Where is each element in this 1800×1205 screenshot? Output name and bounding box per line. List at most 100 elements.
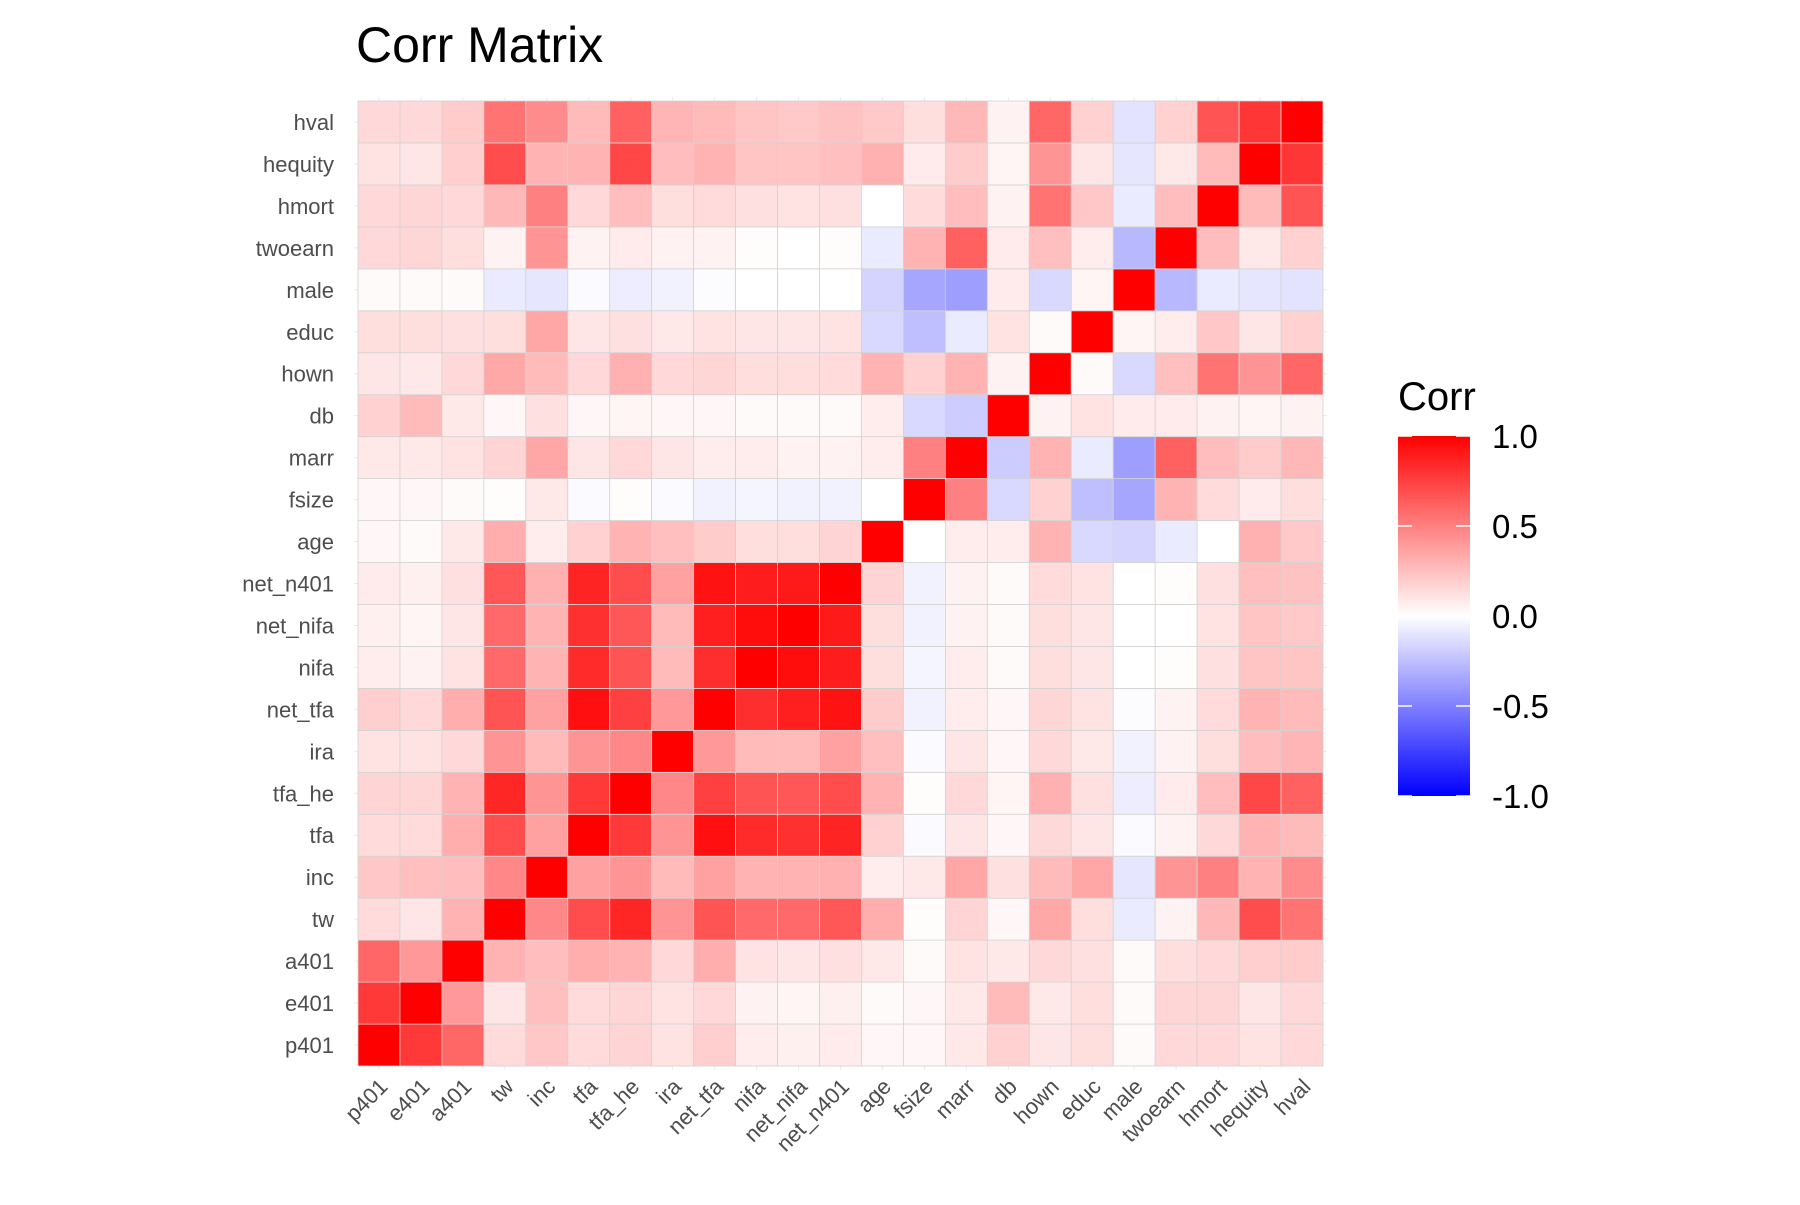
heatmap-cell-hequity-fsize — [903, 142, 946, 186]
heatmap-cell-db-twoearn — [1154, 394, 1198, 438]
heatmap-cell-age-p401 — [357, 520, 401, 563]
heatmap-cell-fsize-db — [986, 478, 1030, 521]
legend-tick-label: -0.5 — [1492, 688, 1549, 725]
heatmap-cell-tw-net_n401 — [819, 897, 862, 941]
heatmap-cell-tw-p401 — [357, 897, 401, 941]
heatmap-cell-hval-net_nifa — [777, 100, 820, 144]
heatmap-cell-tw-marr — [944, 897, 988, 941]
heatmap-cell-net_n401-hmort — [1196, 562, 1240, 605]
heatmap-cell-educ-fsize — [903, 310, 946, 354]
heatmap-cell-ira-db — [986, 729, 1030, 773]
heatmap-cell-hown-fsize — [903, 352, 946, 396]
heatmap-cell-male-hmort — [1196, 268, 1240, 312]
heatmap-cell-hequity-tw — [483, 142, 527, 186]
x-tick-label: hown — [1009, 1074, 1064, 1129]
y-tick-label: nifa — [299, 655, 335, 680]
heatmap-cell-tfa-male — [1112, 813, 1156, 857]
heatmap-cell-hmort-hequity — [1238, 184, 1282, 228]
heatmap-cell-tw-male — [1112, 897, 1156, 941]
heatmap-cell-twoearn-fsize — [903, 226, 946, 270]
heatmap-cell-male-male — [1112, 268, 1156, 312]
heatmap-cell-hval-tw — [483, 100, 527, 144]
heatmap-cell-hequity-net_n401 — [819, 142, 862, 186]
heatmap-cell-marr-hequity — [1238, 436, 1282, 480]
heatmap-cell-e401-hmort — [1196, 981, 1240, 1025]
heatmap-cell-inc-twoearn — [1154, 855, 1198, 899]
x-tick-label: inc — [523, 1074, 561, 1112]
heatmap-cell-ira-hequity — [1238, 729, 1282, 773]
heatmap-cell-ira-twoearn — [1154, 729, 1198, 773]
heatmap-cell-educ-net_n401 — [819, 310, 862, 354]
heatmap-cell-tw-fsize — [903, 897, 946, 941]
heatmap-cell-net_tfa-fsize — [903, 687, 946, 731]
heatmap-cell-p401-net_tfa — [693, 1023, 737, 1067]
heatmap-cell-hmort-ira — [651, 184, 695, 228]
heatmap-cell-p401-male — [1112, 1023, 1156, 1067]
heatmap-cell-net_nifa-tfa — [567, 604, 611, 647]
heatmap-cell-net_n401-net_n401 — [819, 562, 862, 605]
heatmap-cell-ira-net_nifa — [777, 729, 820, 773]
heatmap-cell-nifa-db — [986, 646, 1030, 689]
heatmap-cell-hval-age — [861, 100, 904, 144]
legend-tick-label: 0.5 — [1492, 508, 1538, 545]
heatmap-cell-male-marr — [944, 268, 988, 312]
heatmap-cell-inc-db — [986, 855, 1030, 899]
heatmap-cell-hmort-tfa — [567, 184, 611, 228]
heatmap-cell-male-net_tfa — [693, 268, 737, 312]
heatmap-cell-marr-net_tfa — [693, 436, 737, 480]
heatmap-cell-marr-hval — [1280, 436, 1324, 480]
heatmap-cell-age-hval — [1280, 520, 1324, 563]
heatmap-cell-fsize-twoearn — [1154, 478, 1198, 521]
heatmap-cell-tfa-hown — [1028, 813, 1072, 857]
heatmap-cell-tw-hequity — [1238, 897, 1282, 941]
heatmap-cell-nifa-a401 — [441, 646, 485, 689]
heatmap-cell-inc-hmort — [1196, 855, 1240, 899]
heatmap-cell-inc-marr — [944, 855, 988, 899]
heatmap-cell-tfa_he-hval — [1280, 771, 1324, 815]
heatmap-cell-hval-male — [1112, 100, 1156, 144]
heatmap-cell-tfa-net_n401 — [819, 813, 862, 857]
heatmap-cell-db-hmort — [1196, 394, 1240, 438]
heatmap-cell-marr-nifa — [735, 436, 778, 480]
heatmap-cell-ira-hmort — [1196, 729, 1240, 773]
heatmap-cell-inc-tfa — [567, 855, 611, 899]
heatmap-cell-net_n401-twoearn — [1154, 562, 1198, 605]
heatmap-cell-e401-ira — [651, 981, 695, 1025]
heatmap-cell-nifa-ira — [651, 646, 695, 689]
heatmap-cell-twoearn-nifa — [735, 226, 778, 270]
heatmap-cell-e401-a401 — [441, 981, 485, 1025]
heatmap-cell-marr-net_nifa — [777, 436, 820, 480]
heatmap-cell-twoearn-male — [1112, 226, 1156, 270]
heatmap-cell-hequity-hown — [1028, 142, 1072, 186]
heatmap-cell-hown-hown — [1028, 352, 1072, 396]
heatmap-cell-ira-age — [861, 729, 904, 773]
heatmap-cell-db-net_nifa — [777, 394, 820, 438]
heatmap-cell-net_n401-hown — [1028, 562, 1072, 605]
heatmap-cell-tfa-inc — [525, 813, 569, 857]
heatmap-cell-hmort-hval — [1280, 184, 1324, 228]
heatmap-cell-net_tfa-age — [861, 687, 904, 731]
heatmap-cell-a401-nifa — [735, 939, 778, 983]
heatmap-cell-male-ira — [651, 268, 695, 312]
heatmap-cell-marr-e401 — [399, 436, 443, 480]
heatmap-cell-male-age — [861, 268, 904, 312]
heatmap-cell-e401-hown — [1028, 981, 1072, 1025]
heatmap-cell-net_tfa-db — [986, 687, 1030, 731]
heatmap-cell-marr-db — [986, 436, 1030, 480]
heatmap-cell-age-hmort — [1196, 520, 1240, 563]
heatmap-cell-twoearn-db — [986, 226, 1030, 270]
heatmap-cell-net_nifa-net_n401 — [819, 604, 862, 647]
heatmap-cell-inc-e401 — [399, 855, 443, 899]
heatmap-cell-tfa-e401 — [399, 813, 443, 857]
heatmap-cell-hval-twoearn — [1154, 100, 1198, 144]
heatmap-cell-net_nifa-inc — [525, 604, 569, 647]
heatmap-cell-tfa-hequity — [1238, 813, 1282, 857]
heatmap-cell-tfa-tw — [483, 813, 527, 857]
y-tick-label: educ — [286, 320, 334, 345]
heatmap-cell-educ-male — [1112, 310, 1156, 354]
heatmap-cell-male-e401 — [399, 268, 443, 312]
heatmap-cell-tfa-db — [986, 813, 1030, 857]
heatmap-cell-hmort-net_tfa — [693, 184, 737, 228]
heatmap-cell-a401-hmort — [1196, 939, 1240, 983]
heatmap-cell-hequity-net_nifa — [777, 142, 820, 186]
